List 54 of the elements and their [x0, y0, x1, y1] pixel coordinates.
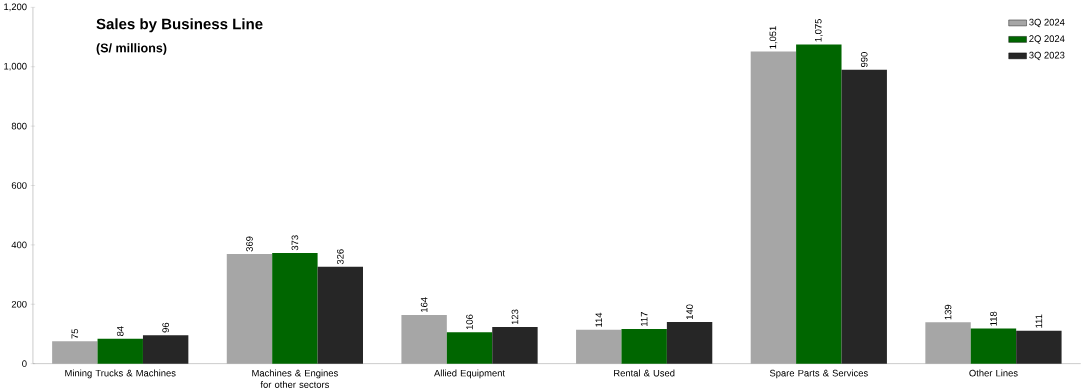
data-label: 75 [71, 328, 79, 339]
x-tick-label: Rental & Used [614, 369, 675, 377]
data-label: 164 [420, 297, 428, 312]
bar [970, 328, 1017, 364]
y-tick-label: 0 [22, 360, 27, 367]
legend-label: 3Q 2024 [1029, 18, 1065, 27]
x-tick-label: Spare Parts & Services [769, 369, 868, 379]
y-tick-label: 200 [11, 300, 27, 308]
bar [925, 322, 971, 364]
data-label: 369 [246, 236, 253, 252]
bar [401, 314, 447, 364]
y-tick-label: 1,200 [4, 3, 27, 12]
data-label: 118 [990, 311, 997, 326]
bar [841, 69, 887, 364]
bar [492, 326, 538, 364]
bar [446, 331, 493, 364]
data-label: 139 [944, 304, 952, 320]
bar [317, 266, 363, 364]
bar [750, 51, 797, 364]
bar [272, 252, 318, 364]
bar [1016, 330, 1062, 364]
text: Sales by Business Line [96, 18, 263, 33]
data-label: 140 [686, 304, 693, 319]
data-label: 96 [162, 322, 169, 333]
bar [666, 321, 713, 364]
data-label: 111 [1035, 314, 1043, 328]
bar [142, 334, 189, 364]
text: (S/ millions) [96, 43, 167, 55]
data-label: 84 [116, 326, 124, 336]
data-label: 326 [336, 249, 344, 264]
y-tick-label: 1,000 [4, 62, 27, 71]
x-tick-label: Mining Trucks & Machines [65, 369, 176, 379]
x-tick-label: Allied Equipment [434, 369, 505, 379]
data-label: 1,075 [814, 18, 823, 42]
y-tick-label: 600 [11, 181, 27, 189]
bar [621, 328, 667, 364]
y-tick-label: 400 [11, 241, 27, 249]
data-label: 1,051 [769, 26, 778, 49]
data-label: 114 [595, 312, 602, 327]
data-label: 123 [511, 309, 519, 324]
data-label: 373 [291, 235, 299, 251]
x-tick-label: Other Lines [969, 369, 1018, 377]
y-tick-label: 800 [11, 122, 27, 130]
bar [576, 329, 622, 364]
bar [226, 253, 273, 364]
legend-label: 2Q 2024 [1029, 35, 1065, 44]
bar [796, 44, 842, 364]
data-label: 990 [860, 51, 868, 67]
data-label: 117 [640, 311, 648, 326]
data-label: 106 [466, 314, 473, 329]
bar [52, 341, 98, 364]
legend-label: 3Q 2023 [1029, 51, 1065, 60]
bar [97, 338, 143, 364]
x-tick-label: Machines & Engines for other sectors [252, 369, 338, 388]
